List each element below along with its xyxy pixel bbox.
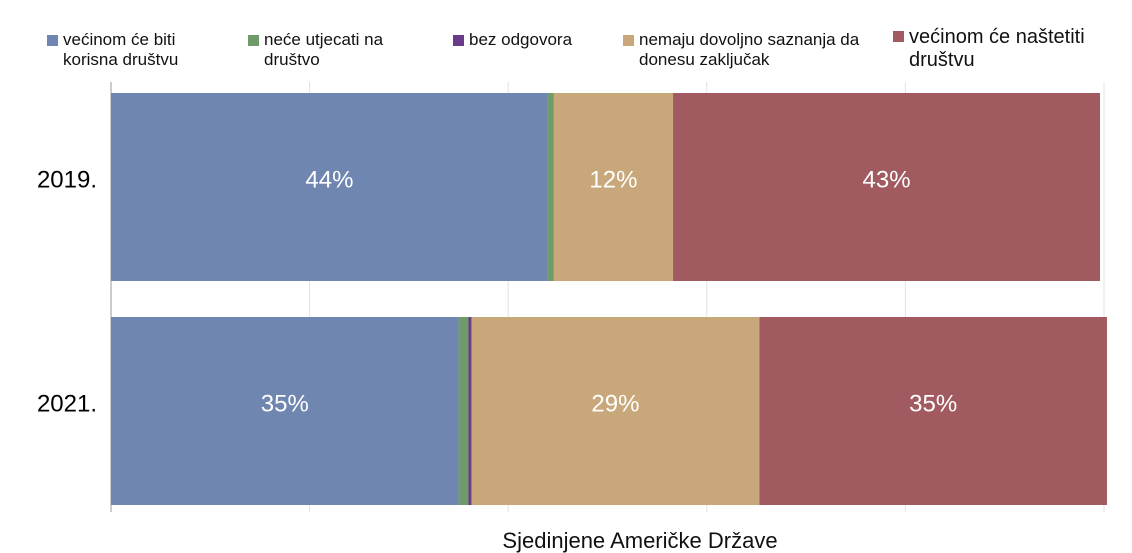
legend-label: neće utjecati na društvo bbox=[264, 30, 384, 69]
legend-item: većinom će naštetiti društvu bbox=[893, 26, 1108, 72]
legend-label: bez odgovora bbox=[469, 30, 573, 49]
bar-segment bbox=[759, 317, 1107, 505]
bar-segment bbox=[547, 93, 554, 281]
data-label: 29% bbox=[591, 390, 639, 417]
legend-swatch bbox=[623, 35, 634, 46]
bar-segment bbox=[111, 93, 548, 281]
bar-segment bbox=[553, 93, 674, 281]
legend-swatch bbox=[47, 35, 58, 46]
bar-segment bbox=[468, 317, 472, 505]
legend-label: nemaju dovoljno saznanja da donesu zaklj… bbox=[639, 30, 860, 69]
legend-item: većinom će biti korisna društvu bbox=[47, 30, 197, 70]
legend-label: većinom će biti korisna društvu bbox=[63, 30, 179, 69]
data-label: 12% bbox=[589, 166, 637, 193]
data-label: 44% bbox=[305, 166, 353, 193]
legend-swatch bbox=[453, 35, 464, 46]
bar-segment bbox=[471, 317, 760, 505]
data-label: 43% bbox=[863, 166, 911, 193]
legend-label: većinom će naštetiti društvu bbox=[909, 26, 1085, 71]
legend-swatch bbox=[893, 31, 904, 42]
legend-item: bez odgovora bbox=[453, 30, 593, 50]
y-tick-label: 2021. bbox=[37, 390, 97, 417]
legend-swatch bbox=[248, 35, 259, 46]
x-axis-title: Sjedinjene Američke Države bbox=[502, 528, 777, 553]
data-label: 35% bbox=[909, 390, 957, 417]
legend-item: nemaju dovoljno saznanja da donesu zaklj… bbox=[623, 30, 873, 70]
bar-segment bbox=[673, 93, 1101, 281]
legend-item: neće utjecati na društvo bbox=[248, 30, 413, 70]
bar-segment bbox=[458, 317, 469, 505]
data-label: 35% bbox=[261, 390, 309, 417]
y-tick-label: 2019. bbox=[37, 166, 97, 193]
bar-segment bbox=[111, 317, 459, 505]
